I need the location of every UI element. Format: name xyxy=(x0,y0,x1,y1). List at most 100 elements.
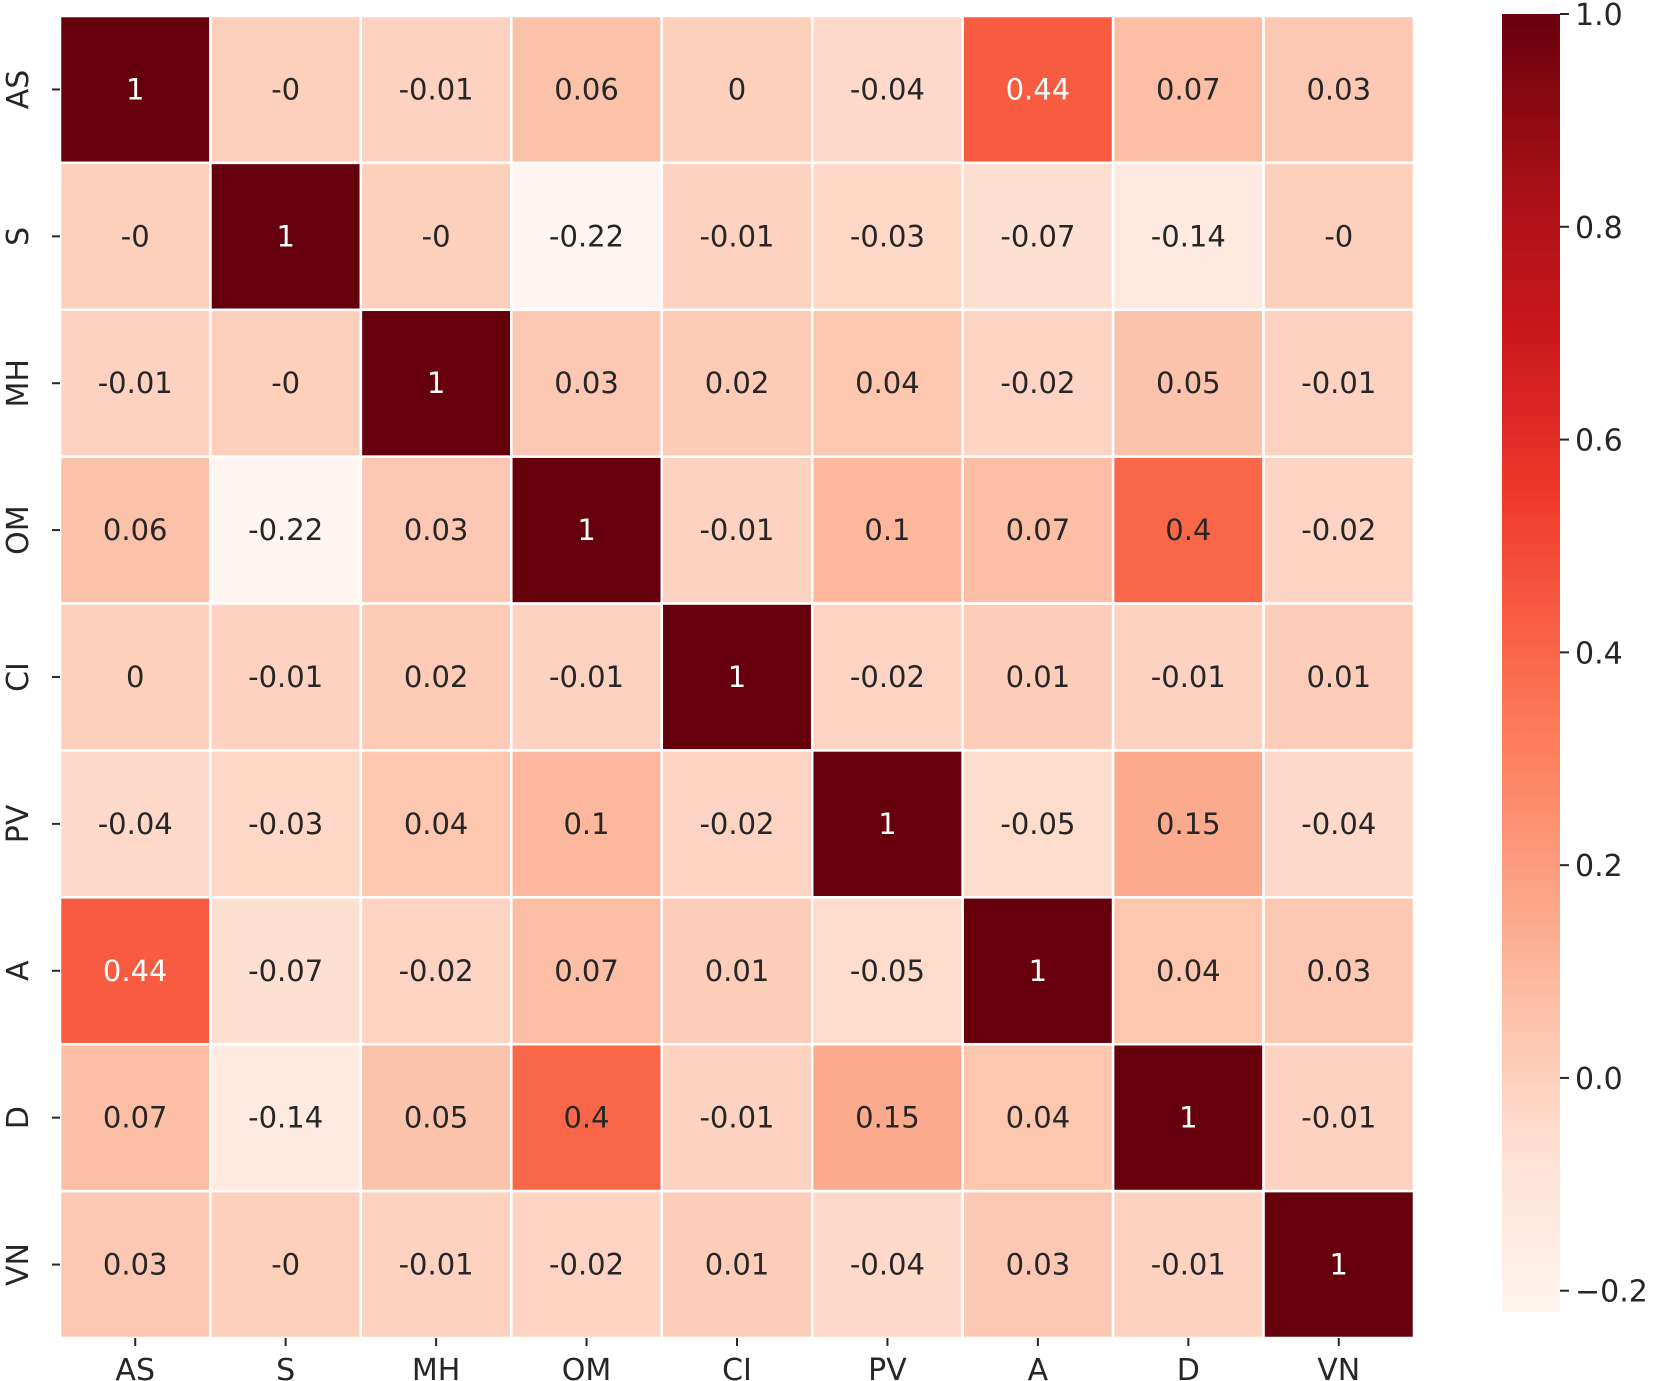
cell-value-label: 0.04 xyxy=(404,807,469,841)
cell-value-label: -0.02 xyxy=(549,1248,624,1282)
y-tick-label: D xyxy=(1,1106,36,1129)
heatmap-cell xyxy=(58,1042,212,1193)
cell-value-label: -0.01 xyxy=(549,660,624,694)
cell-value-label: -0.01 xyxy=(399,72,474,106)
cell-value-label: 0.4 xyxy=(1165,513,1211,547)
heatmap-cell xyxy=(58,308,212,458)
cell-value-label: -0.02 xyxy=(1301,513,1376,547)
heatmap-cell xyxy=(1262,1189,1416,1340)
heatmap-cell xyxy=(1111,749,1265,899)
cell-value-label: 0.01 xyxy=(1006,660,1071,694)
cell-value-label: -0 xyxy=(422,219,451,253)
cell-value-label: 0.03 xyxy=(1306,954,1371,988)
cell-value-label: 0.05 xyxy=(1156,366,1221,400)
heatmap-cell xyxy=(58,161,212,312)
colorbar-tick-label: −0.2 xyxy=(1575,1275,1648,1310)
cell-value-label: 0.03 xyxy=(554,366,619,400)
cell-value-label: -0.01 xyxy=(699,219,774,253)
heatmap-cell-labels: 1 -0 -0.01 0.06 0 -0.04 0.44 0.07 0.03 -0 1 -0 -0.22… xyxy=(98,72,1377,1281)
cell-value-label: 1 xyxy=(577,513,595,547)
heatmap-cell xyxy=(209,14,363,165)
cell-value-label: 0.07 xyxy=(103,1101,168,1135)
heatmap-cell xyxy=(961,308,1115,458)
cell-value-label: -0.02 xyxy=(399,954,474,988)
cell-value-label: -0.07 xyxy=(1000,219,1075,253)
heatmap-cell xyxy=(1262,749,1416,899)
heatmap-cell xyxy=(359,161,513,312)
cell-value-label: -0.05 xyxy=(850,954,925,988)
cell-value-label: 0.44 xyxy=(103,954,168,988)
x-tick-label: MH xyxy=(412,1353,460,1381)
cell-value-label: 0 xyxy=(728,72,746,106)
cell-value-label: -0.22 xyxy=(549,219,624,253)
y-tick-label: CI xyxy=(1,662,36,692)
heatmap-cell xyxy=(510,602,664,752)
heatmap-cell xyxy=(1262,308,1416,458)
cell-value-label: -0.04 xyxy=(850,72,925,106)
heatmap-cell xyxy=(58,602,212,752)
x-tick-label: CI xyxy=(722,1353,752,1381)
heatmap-cell xyxy=(359,749,513,899)
colorbar-tick-label: 0.2 xyxy=(1575,849,1623,884)
y-tick-label: VN xyxy=(1,1243,36,1286)
colorbar-tick-label: 0.0 xyxy=(1575,1062,1623,1097)
heatmap-cell xyxy=(510,308,664,458)
cell-value-label: 0.04 xyxy=(1156,954,1221,988)
cell-value-label: 0.01 xyxy=(1306,660,1371,694)
cell-value-label: -0.14 xyxy=(248,1101,323,1135)
cell-value-label: -0 xyxy=(271,366,300,400)
heatmap-cell xyxy=(58,896,212,1046)
cell-value-label: 0.05 xyxy=(404,1101,469,1135)
heatmap-cell xyxy=(961,896,1115,1046)
cell-value-label: 1 xyxy=(1029,954,1047,988)
heatmap-cell xyxy=(58,455,212,605)
cell-value-label: 0.03 xyxy=(103,1248,168,1282)
cell-value-label: -0.01 xyxy=(1151,660,1226,694)
x-tick-label: OM xyxy=(562,1353,612,1381)
heatmap-cell xyxy=(1262,1042,1416,1193)
cell-value-label: -0.01 xyxy=(1301,1101,1376,1135)
cell-value-label: 0 xyxy=(126,660,144,694)
heatmap-cell xyxy=(510,1042,664,1193)
heatmap-cell xyxy=(660,161,814,312)
cell-value-label: 0.01 xyxy=(705,954,770,988)
heatmap-cell xyxy=(810,1042,964,1193)
heatmap-cell xyxy=(660,308,814,458)
heatmap-cell xyxy=(810,749,964,899)
heatmap-cell xyxy=(209,308,363,458)
cell-value-label: 0.02 xyxy=(705,366,770,400)
heatmap-cell xyxy=(209,455,363,605)
y-tick-label: MH xyxy=(1,359,36,407)
heatmap-cell xyxy=(209,749,363,899)
cell-value-label: 0.03 xyxy=(1306,72,1371,106)
y-tick-label: OM xyxy=(1,505,36,555)
colorbar-gradient xyxy=(1502,14,1560,1312)
x-axis: AS S MH OM CI PV A D VN xyxy=(115,1338,1360,1381)
cell-value-label: -0.01 xyxy=(1151,1248,1226,1282)
cell-value-label: -0.03 xyxy=(248,807,323,841)
cell-value-label: 0.1 xyxy=(864,513,910,547)
cell-value-label: -0 xyxy=(271,72,300,106)
cell-value-label: 0.07 xyxy=(554,954,619,988)
heatmap-cell xyxy=(359,14,513,165)
cell-value-label: -0.07 xyxy=(248,954,323,988)
cell-value-label: -0 xyxy=(1324,219,1353,253)
cell-value-label: 0.07 xyxy=(1156,72,1221,106)
cell-value-label: -0.04 xyxy=(98,807,173,841)
x-tick-label: PV xyxy=(868,1353,907,1381)
y-axis: AS S MH OM CI PV A D VN xyxy=(1,70,60,1286)
x-tick-label: AS xyxy=(115,1353,155,1381)
y-tick-label: PV xyxy=(1,804,36,843)
cell-value-label: -0.14 xyxy=(1151,219,1226,253)
heatmap-cell xyxy=(510,749,664,899)
cell-value-label: 0.04 xyxy=(1006,1101,1071,1135)
colorbar-tick-label: 0.8 xyxy=(1575,211,1623,246)
cell-value-label: 0.15 xyxy=(855,1101,920,1135)
heatmap-cell xyxy=(660,749,814,899)
cell-value-label: 0.01 xyxy=(705,1248,770,1282)
cell-value-label: -0.01 xyxy=(699,513,774,547)
heatmap-cell xyxy=(1262,455,1416,605)
heatmap-cell xyxy=(660,1042,814,1193)
heatmap-cell xyxy=(961,602,1115,752)
heatmap-cell xyxy=(359,602,513,752)
